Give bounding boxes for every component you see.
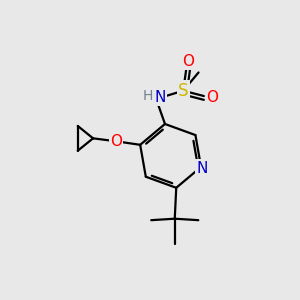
Text: O: O bbox=[182, 54, 194, 69]
Text: N: N bbox=[196, 160, 208, 175]
Text: O: O bbox=[206, 90, 218, 105]
Text: S: S bbox=[178, 82, 188, 100]
Text: H: H bbox=[143, 89, 153, 103]
Text: O: O bbox=[110, 134, 122, 149]
Text: N: N bbox=[154, 90, 166, 105]
